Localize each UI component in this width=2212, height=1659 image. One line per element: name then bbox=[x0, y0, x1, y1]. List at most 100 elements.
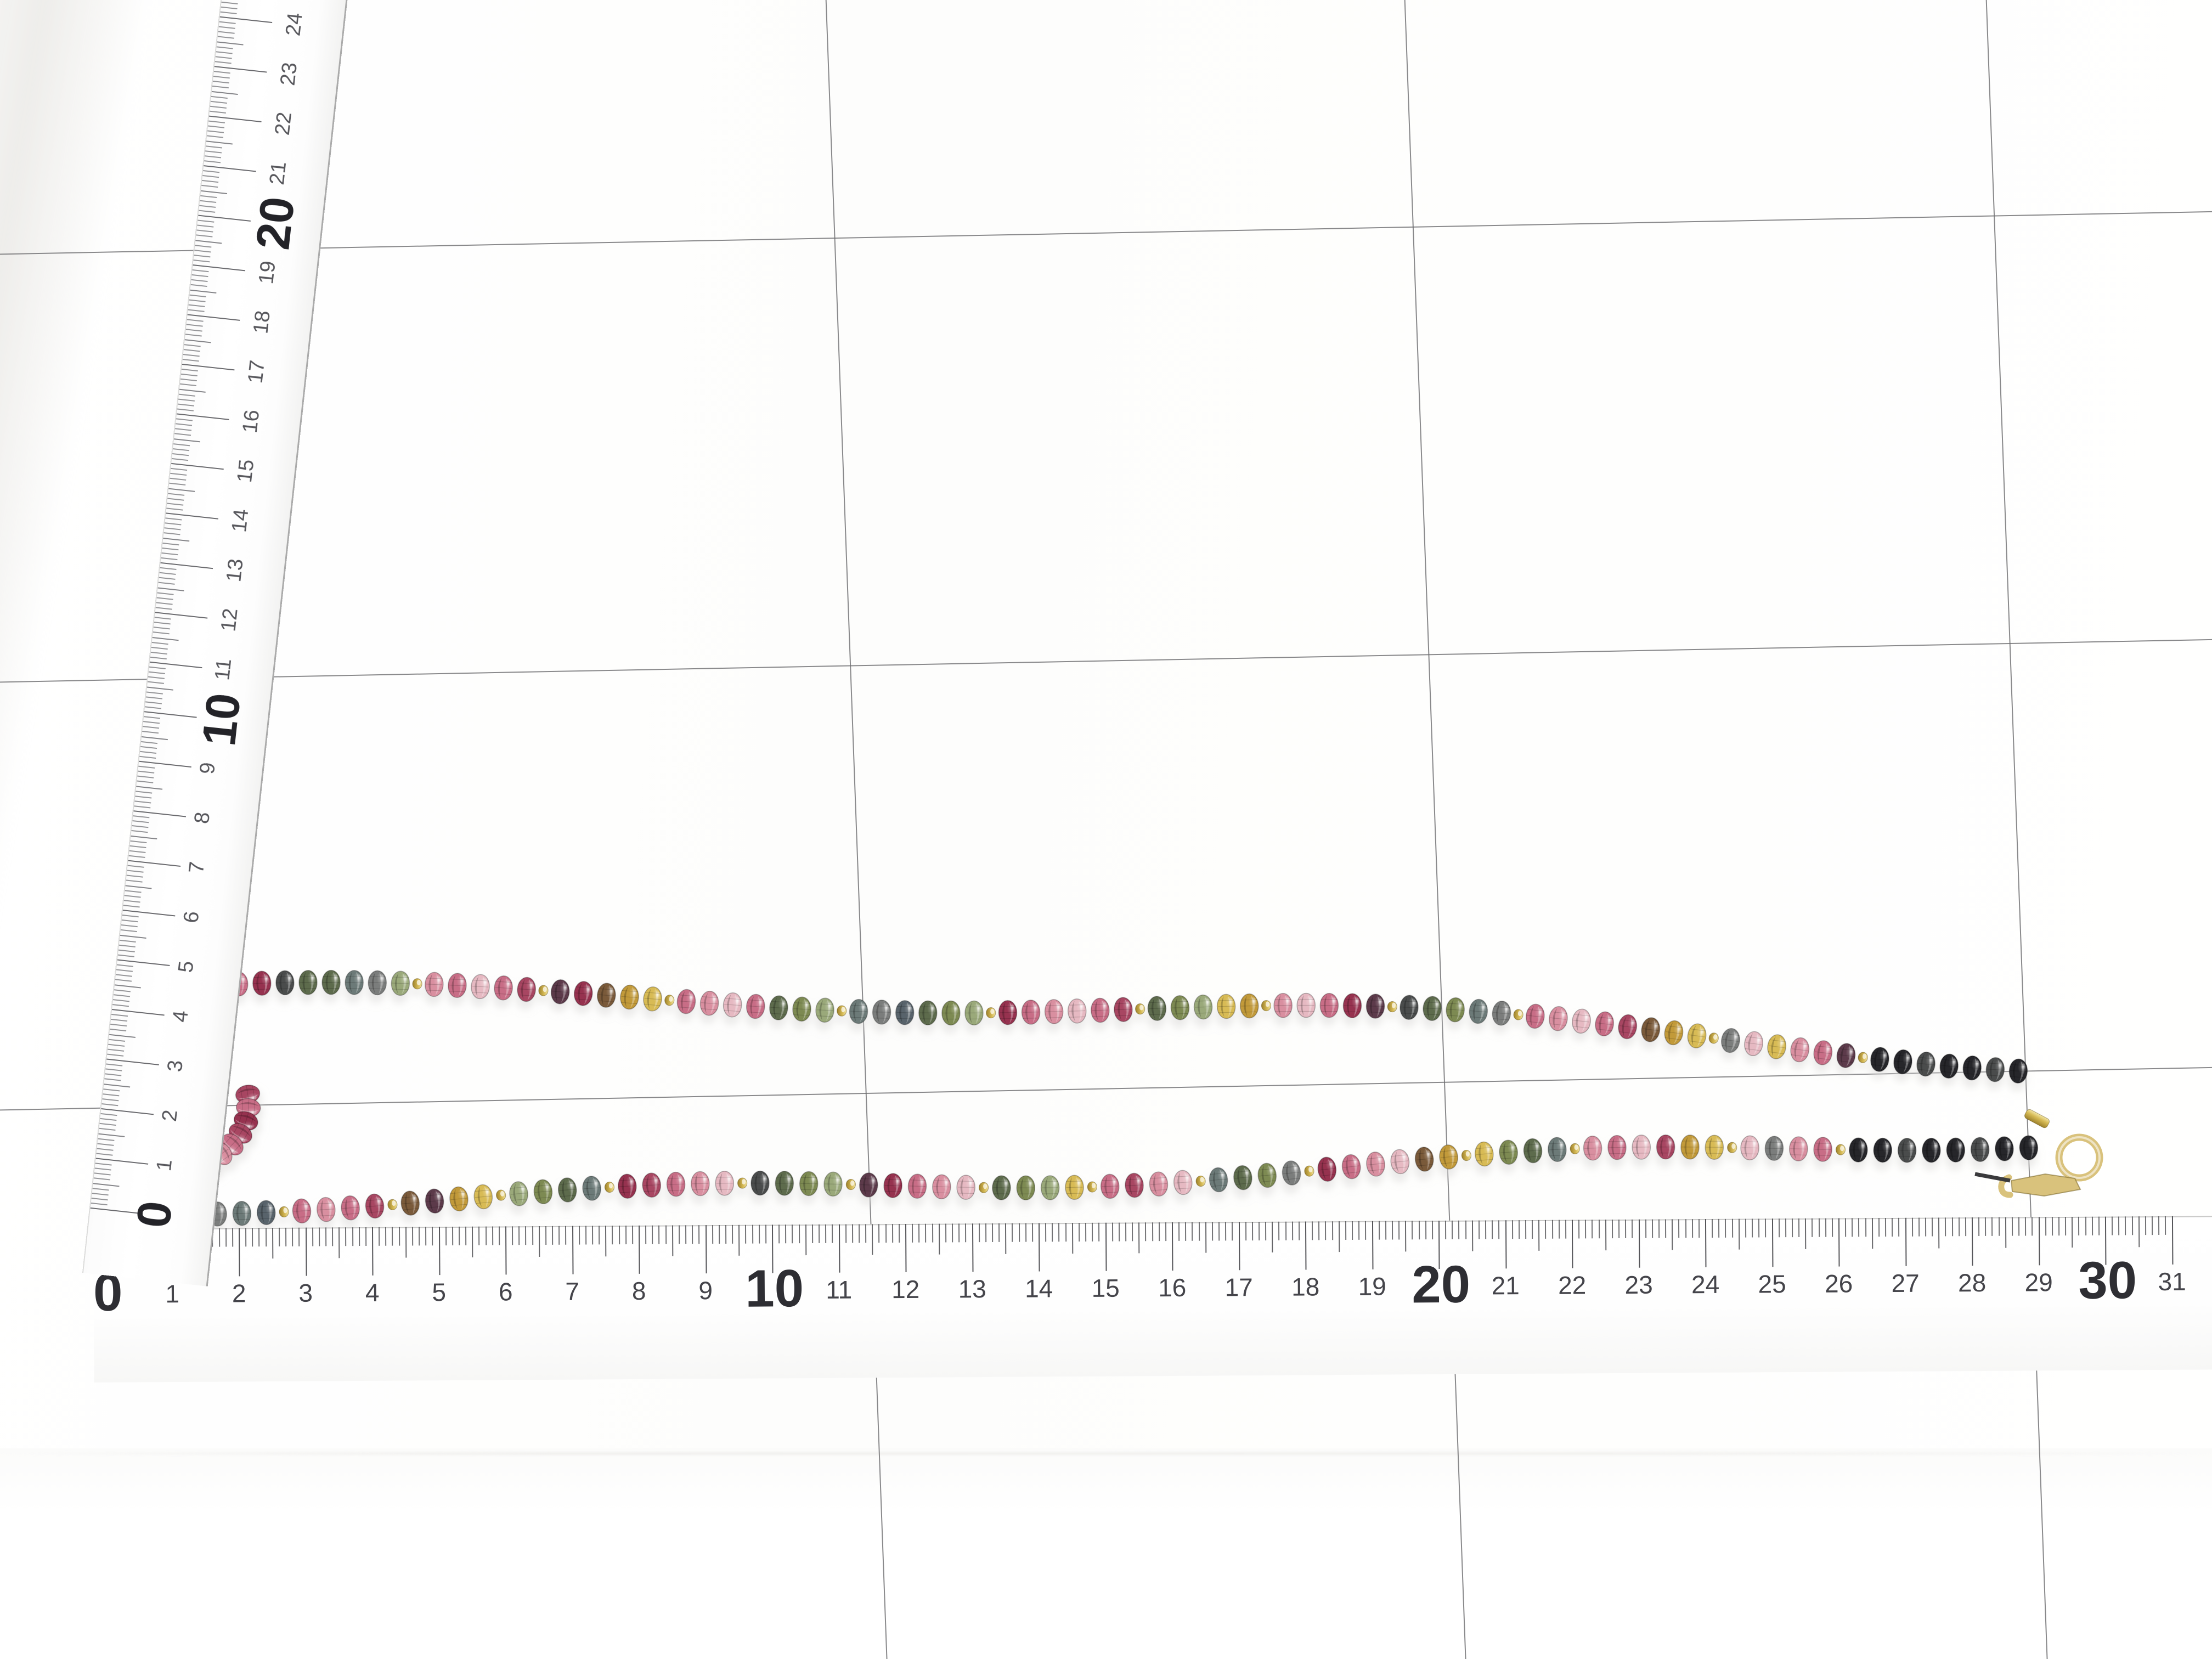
ruler-label: 5 bbox=[174, 960, 199, 974]
ruler-tick bbox=[1425, 1221, 1426, 1240]
ruler-label: 2 bbox=[157, 1108, 182, 1123]
ruler-tick bbox=[1391, 1221, 1393, 1240]
ruler-tick bbox=[1125, 1222, 1127, 1242]
ruler-label: 12 bbox=[217, 607, 242, 633]
ruler-tick bbox=[851, 1224, 853, 1243]
ruler-tick bbox=[819, 1224, 820, 1243]
ruler-tick bbox=[2011, 1217, 2013, 1236]
ruler-tick bbox=[678, 1225, 680, 1244]
ruler-label: 7 bbox=[565, 1277, 580, 1306]
ruler-tick bbox=[1038, 1223, 1040, 1272]
ruler-tick bbox=[332, 1227, 334, 1246]
ruler-label: 1 bbox=[153, 1158, 177, 1172]
ruler-label-major: 10 bbox=[192, 690, 251, 749]
ruler-tick bbox=[1251, 1222, 1253, 1241]
ruler-tick bbox=[1871, 1218, 1874, 1249]
ruler-label: 3 bbox=[163, 1059, 188, 1073]
ruler-label: 14 bbox=[228, 507, 253, 534]
board-bottom-margin bbox=[0, 1448, 2212, 1659]
ruler-tick bbox=[1685, 1219, 1686, 1238]
ruler-tick bbox=[1492, 1220, 1493, 1239]
ruler-tick bbox=[1518, 1220, 1520, 1239]
ruler-label: 6 bbox=[498, 1277, 513, 1306]
ruler-label: 1 bbox=[165, 1279, 180, 1308]
ruler-tick bbox=[1838, 1218, 1840, 1267]
ruler-tick bbox=[371, 1227, 374, 1276]
ruler-tick bbox=[1651, 1219, 1653, 1238]
ruler-tick bbox=[1958, 1217, 1960, 1237]
ruler-tick bbox=[958, 1223, 960, 1243]
ruler-tick bbox=[1884, 1218, 1887, 1237]
ruler-label: 9 bbox=[195, 761, 220, 776]
ruler-label: 24 bbox=[1691, 1269, 1720, 1299]
ruler-tick bbox=[1092, 1222, 1093, 1242]
ruler-tick bbox=[1485, 1220, 1487, 1239]
ruler-tick bbox=[2145, 1216, 2147, 1235]
ruler-tick bbox=[2112, 1216, 2113, 1235]
ruler-tick bbox=[1765, 1218, 1767, 1238]
ruler-tick bbox=[1365, 1221, 1367, 1240]
ruler-tick bbox=[1378, 1221, 1380, 1240]
ruler-tick bbox=[1551, 1220, 1553, 1239]
ruler-tick bbox=[1825, 1218, 1826, 1237]
ruler-tick bbox=[945, 1223, 947, 1243]
ruler-tick bbox=[1265, 1221, 1267, 1240]
ruler-tick bbox=[1111, 1222, 1113, 1242]
ruler-tick bbox=[1291, 1221, 1293, 1240]
ruler-tick bbox=[2045, 1217, 2046, 1236]
ruler-tick bbox=[225, 1228, 227, 1247]
ruler-tick bbox=[338, 1227, 340, 1259]
ruler-tick bbox=[558, 1226, 560, 1245]
ruler-tick bbox=[1712, 1218, 1713, 1238]
ruler-tick bbox=[1618, 1220, 1620, 1239]
ruler-label: 27 bbox=[1891, 1268, 1920, 1297]
ruler-tick bbox=[2158, 1216, 2160, 1235]
ruler-tick bbox=[1925, 1217, 1927, 1237]
ruler-label: 17 bbox=[1224, 1273, 1253, 1302]
ruler-tick bbox=[1911, 1217, 1913, 1237]
ruler-tick bbox=[1932, 1217, 1933, 1237]
ruler-tick bbox=[652, 1225, 653, 1244]
ruler-tick bbox=[1358, 1221, 1360, 1240]
ruler-tick bbox=[1045, 1223, 1047, 1242]
ruler-tick bbox=[1025, 1223, 1026, 1242]
ruler-tick bbox=[1545, 1220, 1547, 1239]
ruler-tick bbox=[638, 1225, 640, 1274]
ruler-tick bbox=[1298, 1221, 1300, 1240]
ruler-tick bbox=[932, 1223, 933, 1243]
ruler-tick bbox=[365, 1227, 367, 1246]
ruler-tick bbox=[878, 1224, 880, 1243]
ruler-tick bbox=[585, 1226, 586, 1245]
ruler-tick bbox=[1098, 1222, 1100, 1242]
ruler-tick bbox=[1865, 1218, 1866, 1237]
ruler-label: 28 bbox=[1957, 1268, 1987, 1297]
ruler-tick bbox=[1418, 1221, 1420, 1240]
ruler-tick bbox=[438, 1227, 441, 1276]
ruler-tick bbox=[1318, 1221, 1320, 1240]
ruler-tick bbox=[1852, 1218, 1853, 1237]
ruler-tick bbox=[305, 1227, 307, 1276]
ruler-tick bbox=[2165, 1216, 2166, 1235]
ruler-label: 21 bbox=[266, 160, 291, 187]
ruler-tick bbox=[1031, 1223, 1034, 1242]
ruler-tick bbox=[498, 1226, 500, 1245]
ruler-tick bbox=[1498, 1220, 1500, 1239]
ruler-label: 11 bbox=[826, 1275, 853, 1304]
ruler-tick bbox=[572, 1226, 574, 1274]
ruler-label: 18 bbox=[1291, 1272, 1320, 1301]
ruler-tick bbox=[798, 1224, 800, 1244]
ruler-tick bbox=[918, 1223, 920, 1243]
ruler-label: 25 bbox=[1758, 1269, 1786, 1299]
ruler-tick bbox=[1058, 1223, 1060, 1242]
ruler-tick bbox=[1178, 1222, 1180, 1241]
ruler-tick bbox=[1645, 1219, 1646, 1238]
horizontal-ruler: 0 1 2 3 4 5 6 7 8 9 10 11 12 13 14 15 16 17 18 19 20 21 22 23 24… bbox=[93, 1216, 2212, 1383]
ruler-label: 11 bbox=[211, 657, 236, 682]
ruler-tick bbox=[2005, 1217, 2007, 1248]
ruler-tick bbox=[1665, 1219, 1667, 1238]
ruler-tick bbox=[312, 1227, 313, 1246]
ruler-tick bbox=[1585, 1220, 1587, 1239]
ruler-tick bbox=[1918, 1217, 1920, 1237]
ruler-label-major: 20 bbox=[246, 194, 304, 252]
